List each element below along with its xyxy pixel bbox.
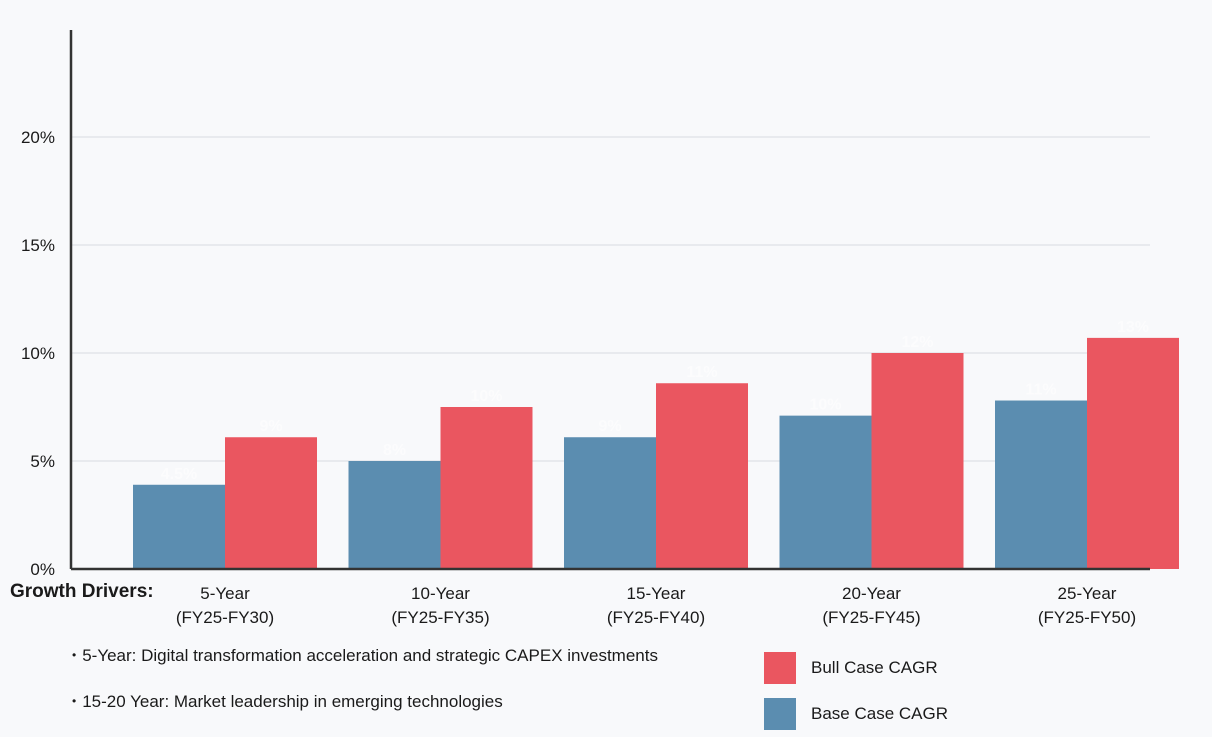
bullet-icon: • [72,648,77,662]
bar-bull [871,353,964,569]
legend-item-base[interactable]: Base Case CAGR [764,691,948,737]
growth-driver-text: 5-Year: Digital transformation accelerat… [82,646,658,665]
growth-drivers-title: Growth Drivers: [10,581,154,602]
bar-base [995,400,1087,569]
growth-drivers-list: • 5-Year: Digital transformation accelera… [72,645,658,737]
y-tick-label: 10% [21,344,55,363]
growth-driver-item: • 5-Year: Digital transformation accelera… [72,645,658,691]
x-tick-sublabel: (FY25-FY30) [176,608,274,627]
data-label: 11% [686,364,717,381]
x-tick-sublabel: (FY25-FY45) [822,608,920,627]
bullet-icon: • [72,694,77,708]
bar-bull [440,407,533,569]
data-label: 4.5% [161,466,197,483]
data-label: 8% [383,442,406,459]
data-label: 9% [259,418,282,435]
y-tick-label: 15% [21,236,55,255]
x-tick-label: 10-Year [411,584,470,603]
x-tick-label: 20-Year [842,584,901,603]
bar-base [779,415,872,569]
data-label: 12% [901,334,933,351]
bar-bull [1087,337,1179,569]
y-tick-label: 0% [30,560,55,579]
chart-legend: Bull Case CAGR Base Case CAGR [764,645,948,737]
legend-swatch-bull [764,652,796,684]
x-tick-label: 25-Year [1058,584,1117,603]
bar-base [348,461,441,569]
x-tick-sublabel: (FY25-FY50) [1038,608,1136,627]
bar-base [564,437,656,569]
y-tick-label: 5% [30,452,55,471]
y-tick-label: 20% [21,128,55,147]
x-tick-sublabel: (FY25-FY35) [391,608,489,627]
legend-label-base: Base Case CAGR [811,704,948,723]
data-label: 11% [1025,382,1056,399]
legend-label-bull: Bull Case CAGR [811,658,938,677]
legend-item-bull[interactable]: Bull Case CAGR [764,645,948,691]
data-label: 10% [470,388,502,405]
growth-driver-item: • 15-20 Year: Market leadership in emergi… [72,691,658,737]
bar-bull [225,437,317,569]
data-label: 13% [1117,319,1149,336]
data-label: 9% [598,418,621,435]
bar-chart: 0% 5% 10% 15% 20% 4.5% 9% 5-Year (FY25-FY30) 8% 10… [21,30,1179,627]
x-tick-sublabel: (FY25-FY40) [607,608,705,627]
data-label: 10% [809,397,841,414]
bar-base [133,484,225,569]
x-tick-label: 15-Year [627,584,686,603]
x-tick-label: 5-Year [200,584,250,603]
legend-swatch-base [764,698,796,730]
bar-bull [656,383,748,569]
growth-driver-text: 15-20 Year: Market leadership in emergin… [82,692,503,711]
